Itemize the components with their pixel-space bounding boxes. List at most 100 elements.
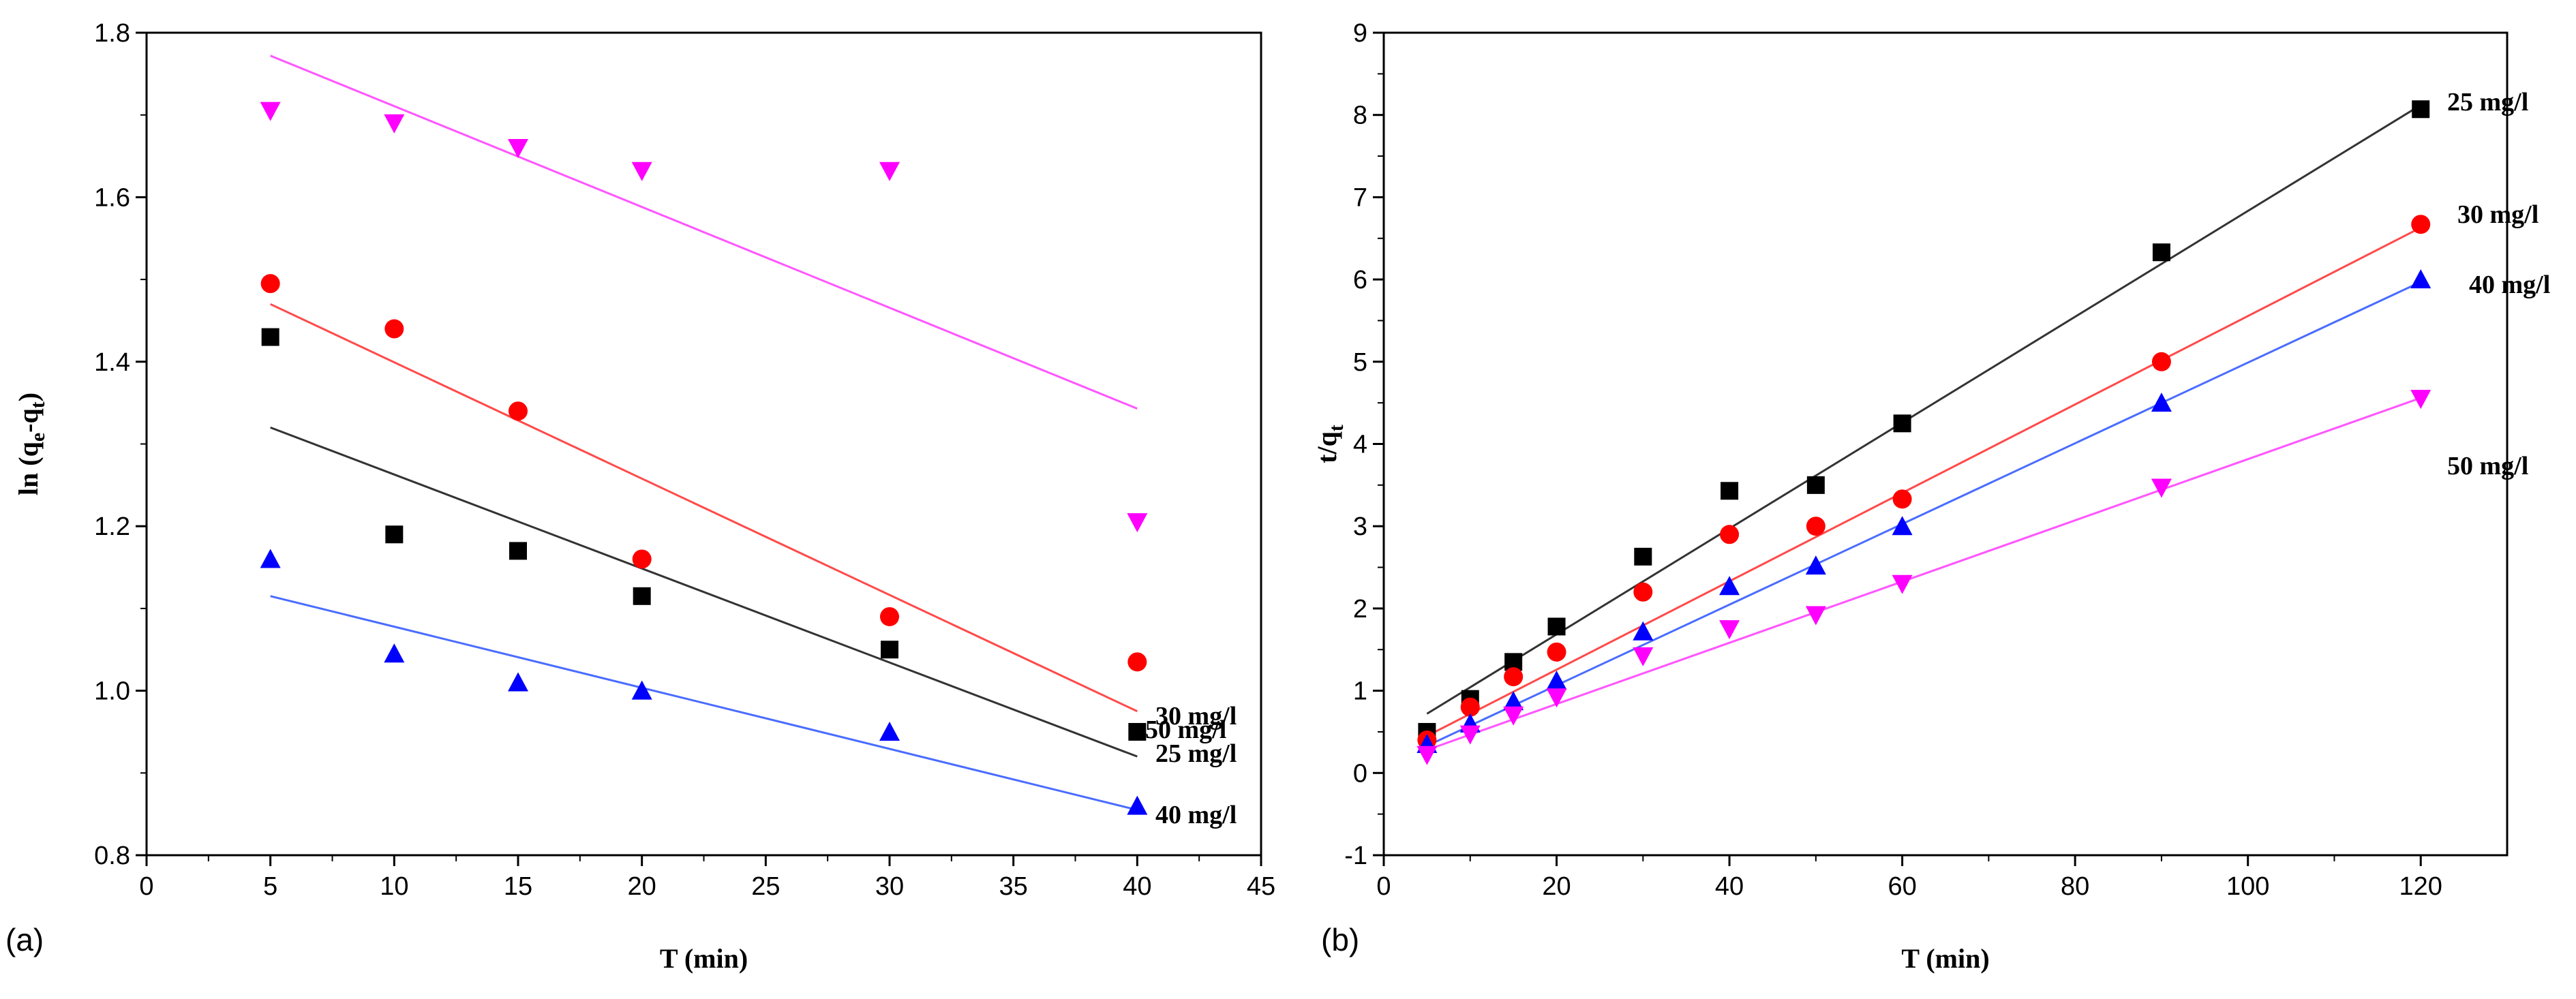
x-tick-label: 60: [1888, 872, 1916, 901]
data-point: [508, 672, 528, 692]
data-point: [1805, 606, 1826, 626]
fit-line-30-mg-l: [1426, 226, 2421, 737]
series-label: 30 mg/l: [2457, 200, 2539, 229]
y-tick-label: 0.8: [94, 842, 130, 870]
data-point: [1805, 555, 1826, 575]
data-point: [2410, 390, 2431, 410]
y-axis-title: t/qt: [1312, 425, 1348, 463]
data-point: [1460, 697, 1480, 717]
data-point: [1503, 706, 1524, 726]
data-point: [1719, 576, 1740, 596]
y-tick-label: 3: [1353, 512, 1367, 541]
data-point: [631, 162, 652, 181]
data-point: [260, 549, 281, 568]
data-point: [260, 102, 281, 121]
data-point: [1892, 574, 1913, 594]
data-point: [879, 721, 900, 741]
data-point: [1892, 489, 1912, 509]
data-point: [1893, 414, 1911, 433]
data-point: [633, 587, 651, 605]
data-point: [1633, 582, 1653, 602]
y-tick-label: 6: [1353, 266, 1367, 294]
x-tick-label: 100: [2226, 872, 2269, 901]
y-tick-label: 2: [1353, 595, 1367, 624]
y-axis-title: ln (qe-qt): [13, 393, 49, 495]
data-point: [2410, 269, 2431, 289]
data-point: [631, 680, 652, 700]
data-point: [1806, 476, 1825, 494]
panel-a-chart: 0 5 10 15 20 25 30 35 40 45 0.8 1.0 1.2 1.4 1.6 1.8 T (m…: [5, 19, 1275, 974]
y-tick-label: 1: [1353, 677, 1367, 706]
data-point: [1547, 617, 1566, 636]
data-point: [384, 643, 405, 663]
y-tick-label: 0: [1353, 759, 1367, 788]
y-tick-label: 1.8: [94, 19, 130, 48]
data-point: [1127, 652, 1147, 672]
data-point: [1128, 722, 1147, 741]
fit-line-25-mg-l: [270, 426, 1138, 758]
series-label: 30 mg/l: [1155, 702, 1237, 731]
data-point: [261, 328, 279, 346]
series-label: 50 mg/l: [2447, 452, 2528, 480]
data-point: [1459, 725, 1481, 745]
x-tick-label: 40: [1123, 872, 1151, 901]
data-point: [1546, 671, 1567, 690]
data-point: [1504, 667, 1524, 687]
x-tick-label: 0: [139, 872, 153, 901]
data-point: [260, 274, 280, 294]
data-point: [385, 525, 404, 544]
series-label: 25 mg/l: [2447, 88, 2528, 117]
data-point: [2151, 478, 2172, 498]
data-point: [1503, 691, 1524, 711]
data-point: [1633, 621, 1654, 641]
fit-line-40-mg-l: [270, 595, 1138, 812]
data-point: [1127, 795, 1148, 815]
data-point: [632, 549, 652, 569]
fit-line-30-mg-l: [270, 303, 1138, 713]
data-point: [384, 114, 405, 134]
data-point: [880, 606, 899, 626]
x-tick-label: 20: [1542, 872, 1571, 901]
y-tick-label: 8: [1353, 102, 1367, 130]
y-tick-label: 5: [1353, 348, 1367, 377]
x-tick-label: 30: [875, 872, 904, 901]
x-tick-label: 0: [1376, 872, 1391, 901]
data-point: [1720, 525, 1740, 544]
data-point: [1127, 513, 1148, 533]
y-tick-label: 1.6: [94, 183, 130, 212]
series-label: 50 mg/l: [1145, 716, 1226, 744]
data-point: [508, 138, 528, 158]
data-point: [1416, 746, 1438, 765]
data-point: [1546, 688, 1567, 708]
x-axis-title: T (min): [1901, 943, 1989, 974]
fit-line-25-mg-l: [1426, 104, 2422, 715]
y-tick-label: 1.0: [94, 677, 130, 706]
data-point: [2412, 100, 2430, 119]
panel-label: (a): [5, 922, 44, 957]
series-label: 40 mg/l: [1155, 801, 1237, 829]
data-point: [1633, 647, 1654, 666]
fit-line-50-mg-l: [1426, 397, 2421, 751]
data-point: [2151, 352, 2171, 371]
data-point: [509, 542, 527, 560]
data-point: [1547, 642, 1566, 662]
x-tick-label: 80: [2061, 872, 2089, 901]
data-point: [509, 401, 528, 421]
data-point: [1719, 620, 1740, 640]
series-label: 40 mg/l: [2469, 271, 2550, 299]
data-point: [2152, 243, 2170, 262]
panel-label: (b): [1321, 922, 1359, 957]
x-tick-label: 45: [1247, 872, 1275, 901]
x-tick-label: 40: [1715, 872, 1744, 901]
data-point: [1721, 482, 1739, 500]
y-tick-label: -1: [1344, 842, 1367, 870]
data-point: [384, 319, 404, 339]
y-tick-label: 4: [1353, 431, 1367, 459]
data-point: [1634, 547, 1652, 566]
data-point: [1892, 516, 1913, 536]
fit-line-40-mg-l: [1426, 281, 2421, 747]
y-tick-label: 1.2: [94, 512, 130, 541]
y-tick-label: 9: [1353, 19, 1367, 48]
x-tick-label: 120: [2399, 872, 2442, 901]
